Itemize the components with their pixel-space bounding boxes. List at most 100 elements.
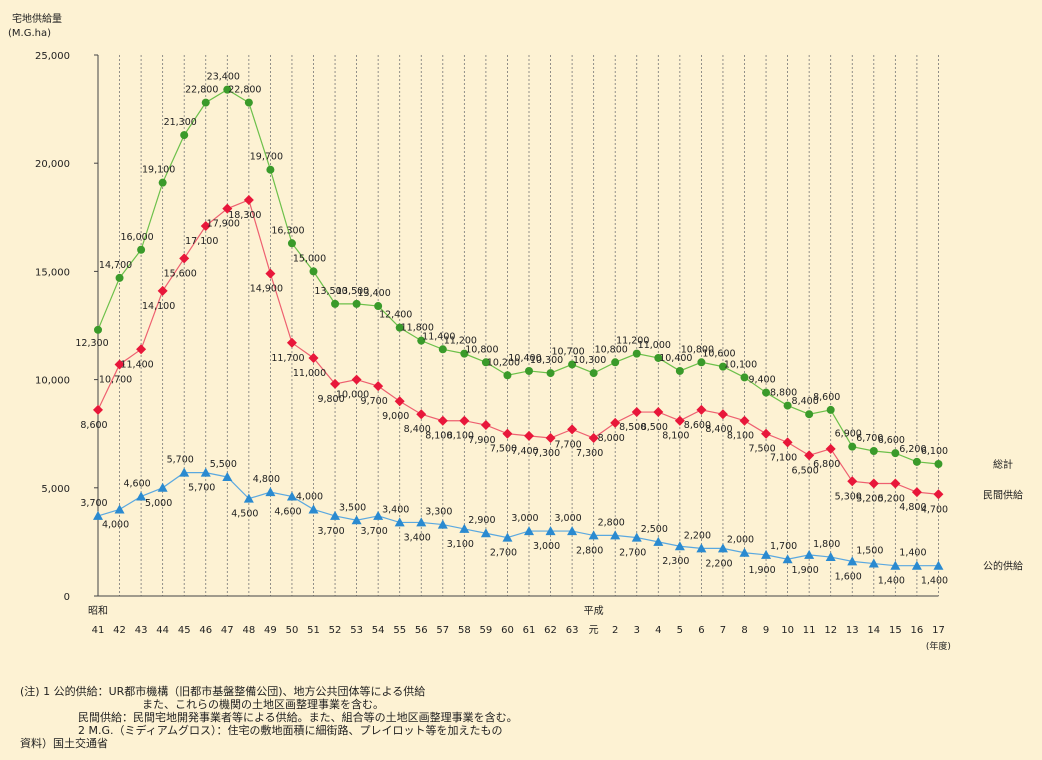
data-label: 8,100 <box>727 431 754 442</box>
data-label: 3,000 <box>554 513 581 524</box>
data-label: 6,100 <box>921 446 948 457</box>
x-tick-label: 6 <box>698 625 704 636</box>
data-label: 3,400 <box>382 504 409 515</box>
x-tick-label: 51 <box>307 625 320 636</box>
x-tick-label: 60 <box>501 625 514 636</box>
data-point <box>891 449 900 458</box>
data-point <box>200 467 211 477</box>
data-point <box>675 366 684 375</box>
x-tick-label: 9 <box>763 625 769 636</box>
x-tick-label: 54 <box>372 625 385 636</box>
data-label: 11,000 <box>293 368 326 379</box>
data-point <box>588 530 599 540</box>
data-point <box>502 532 513 542</box>
data-point <box>180 131 189 140</box>
data-label: 3,100 <box>447 539 474 550</box>
x-tick-label: 50 <box>286 625 299 636</box>
data-label: 3,700 <box>80 498 107 509</box>
era-label: 昭和 <box>88 605 108 617</box>
series-line <box>97 472 939 567</box>
data-label: 1,400 <box>878 576 905 587</box>
data-label: 4,800 <box>253 474 280 485</box>
data-label: 3,300 <box>425 507 452 518</box>
data-point <box>912 457 921 466</box>
data-label: 8,100 <box>662 431 689 442</box>
data-label: 17,100 <box>185 236 218 247</box>
data-point <box>114 504 125 514</box>
data-point <box>868 478 879 489</box>
data-point <box>589 369 598 378</box>
data-label: 16,000 <box>120 232 153 243</box>
data-label: 9,700 <box>361 396 388 407</box>
x-tick-label: 52 <box>329 625 342 636</box>
data-point <box>782 437 793 448</box>
data-label: 16,300 <box>271 225 304 236</box>
data-point <box>331 299 340 308</box>
data-label: 13,500 <box>314 286 347 297</box>
data-label: 8,100 <box>425 431 452 442</box>
data-label: 10,300 <box>573 355 606 366</box>
data-point <box>480 420 491 431</box>
series-line <box>97 88 939 465</box>
data-point <box>805 410 814 419</box>
data-label: 11,400 <box>120 359 153 370</box>
series-公的供給: 3,700 4,000 4,600 5,000 5,700 5,700 5,500 4,500… <box>80 455 948 587</box>
data-label: 2,800 <box>598 517 625 528</box>
data-label: 10,200 <box>487 357 520 368</box>
data-point <box>848 442 857 451</box>
data-label: 6,800 <box>813 459 840 470</box>
data-label: 7,100 <box>770 452 797 463</box>
data-point <box>739 415 750 426</box>
x-tick-label: 44 <box>156 625 169 636</box>
data-label: 11,000 <box>638 340 671 351</box>
y-tick-label: 0 <box>64 592 70 603</box>
data-point <box>287 239 296 248</box>
data-point <box>115 273 124 282</box>
x-axis-unit: (年度) <box>926 640 951 652</box>
data-label: 10,700 <box>551 346 584 357</box>
x-tick-label: 15 <box>889 625 902 636</box>
data-label: 10,400 <box>659 353 692 364</box>
series-総計: 12,300 14,700 16,000 19,100 21,300 22,800 23,4… <box>75 72 948 468</box>
data-label: 8,600 <box>813 392 840 403</box>
data-label: 4,500 <box>231 509 258 520</box>
data-point <box>674 415 685 426</box>
data-point <box>351 515 362 525</box>
x-tick-label: 46 <box>199 625 212 636</box>
data-label: 12,300 <box>75 338 108 349</box>
data-label: 5,500 <box>210 459 237 470</box>
data-point <box>179 467 190 477</box>
data-point <box>286 337 297 348</box>
x-tick-label: 11 <box>803 625 816 636</box>
data-label: 1,900 <box>748 565 775 576</box>
data-label: 14,700 <box>99 260 132 271</box>
data-label: 13,400 <box>358 288 391 299</box>
data-point <box>243 493 254 503</box>
data-point <box>222 203 233 214</box>
x-tick-label: 12 <box>824 625 837 636</box>
data-label: 4,000 <box>102 519 129 530</box>
data-label: 2,500 <box>641 524 668 535</box>
legend-label: 公的供給 <box>983 560 1023 573</box>
axes: 05,00010,00015,00020,00025,000宅地供給量(M.G.… <box>8 12 951 652</box>
data-label: 3,000 <box>533 541 560 552</box>
data-point <box>136 344 147 355</box>
data-point <box>352 299 361 308</box>
x-tick-label: 2 <box>612 625 618 636</box>
data-point <box>179 253 190 264</box>
data-label: 8,400 <box>404 424 431 435</box>
data-label: 10,700 <box>99 374 132 385</box>
y-tick-label: 25,000 <box>35 51 70 62</box>
data-point <box>243 194 254 205</box>
data-label: 11,800 <box>401 323 434 334</box>
data-point <box>502 428 513 439</box>
x-tick-label: 5 <box>677 625 683 636</box>
note-line-1: (注) 1 公的供給：UR都市機構（旧都市基盤整備公団)、地方公共団体等による供… <box>20 685 426 698</box>
data-label: 9,800 <box>317 394 344 405</box>
data-label: 2,300 <box>662 556 689 567</box>
note-line-4: 2 M.G.（ミディアムグロス）：住宅の敷地面積に細街路、プレイロット等を加えた… <box>78 724 503 737</box>
data-point <box>460 349 469 358</box>
x-tick-label: 17 <box>932 625 945 636</box>
data-point <box>588 433 599 444</box>
data-label: 6,900 <box>835 429 862 440</box>
